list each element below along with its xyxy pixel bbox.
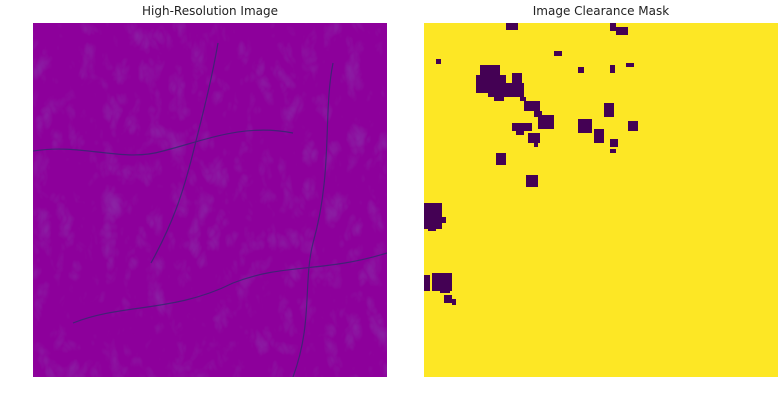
terrain-image (33, 23, 387, 377)
left-panel-title: High-Resolution Image (141, 4, 278, 18)
mask-image (424, 23, 778, 377)
high-resolution-image (33, 23, 387, 377)
right-panel-title: Image Clearance Mask (532, 4, 670, 18)
drainage-lines (33, 42, 387, 377)
cloud-patches (424, 23, 638, 305)
clearance-mask (424, 23, 778, 377)
